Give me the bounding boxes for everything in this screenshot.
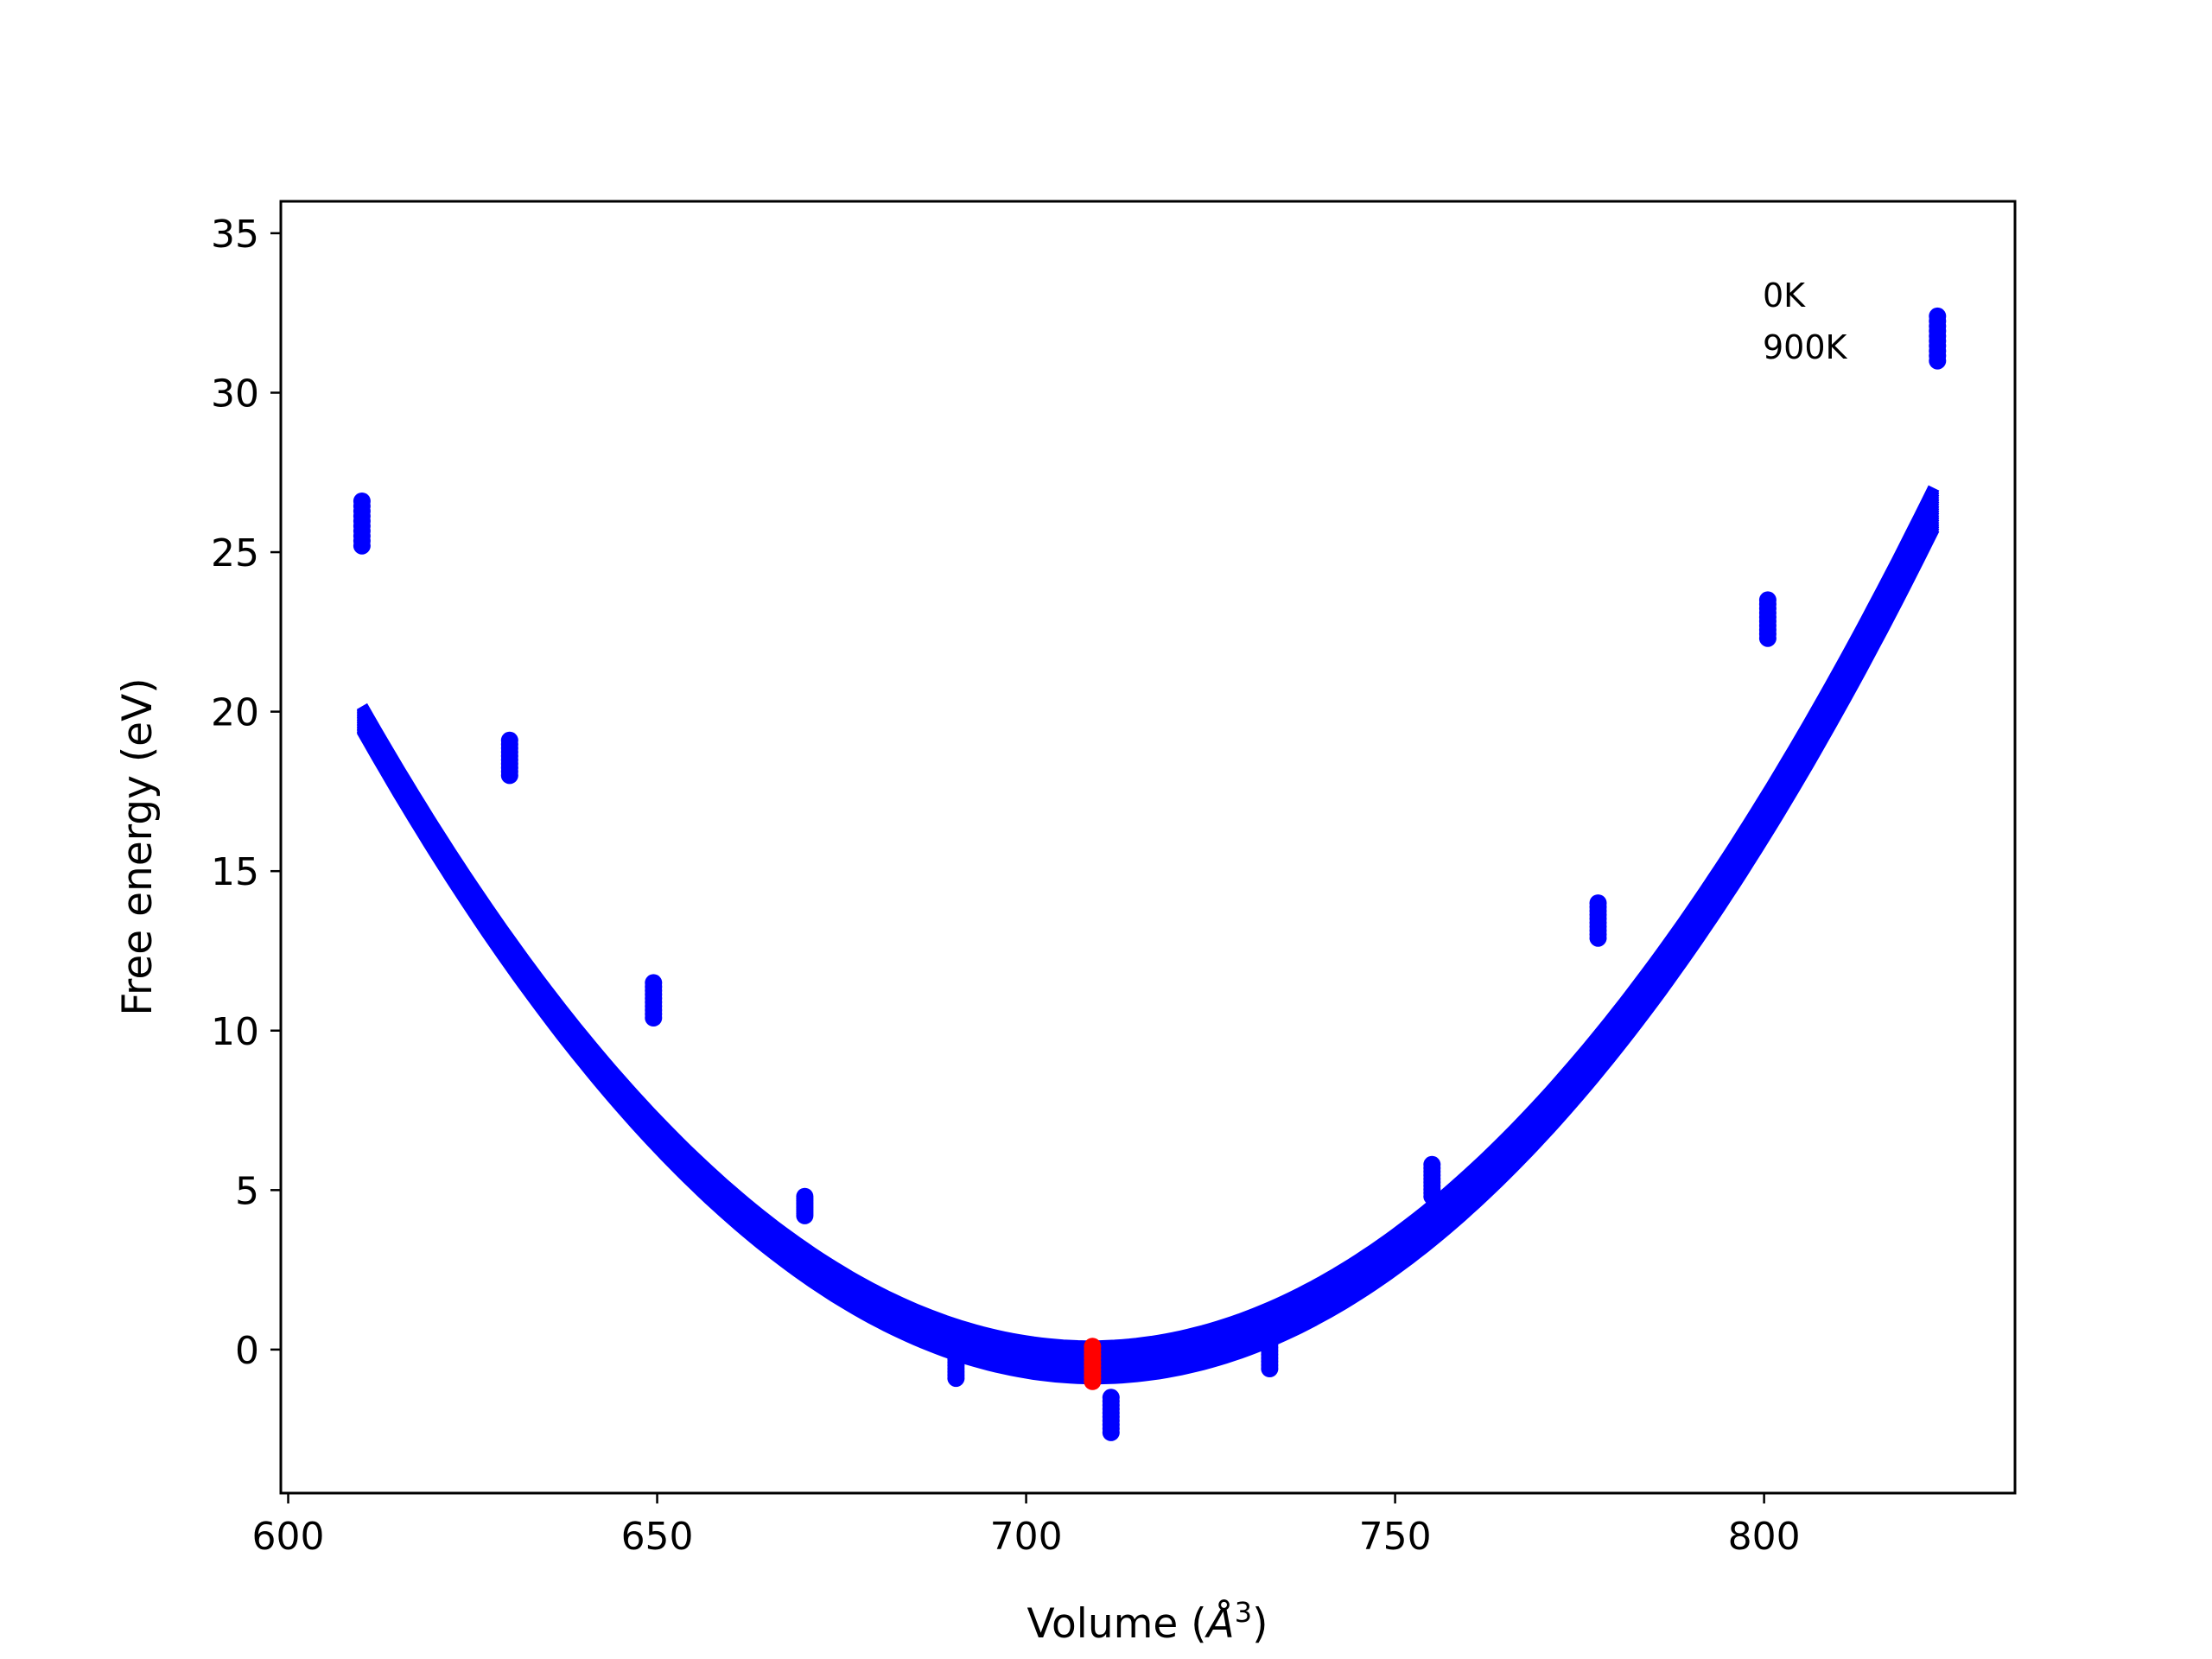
data-point bbox=[947, 1340, 965, 1358]
data-point bbox=[1261, 1328, 1279, 1346]
data-point bbox=[1589, 894, 1607, 912]
x-axis-label-text: Volume ( bbox=[1027, 1600, 1207, 1648]
data-point bbox=[645, 974, 663, 992]
x-tick-label: 600 bbox=[252, 1515, 325, 1559]
data-point bbox=[1929, 307, 1947, 325]
x-axis: 600 650 700 750 800 bbox=[252, 1493, 1801, 1559]
y-tick-label: 20 bbox=[211, 691, 259, 735]
fit-curve bbox=[356, 525, 1940, 1385]
y-tick-label: 5 bbox=[235, 1169, 259, 1213]
plot-frame bbox=[279, 200, 2017, 1495]
legend-entry: 900K bbox=[1763, 328, 1848, 366]
data-point bbox=[1102, 1389, 1120, 1407]
legend-entry: 0K bbox=[1763, 276, 1806, 315]
y-tick-label: 0 bbox=[235, 1329, 259, 1373]
y-axis: 0 5 10 15 20 25 30 35 bbox=[211, 213, 281, 1373]
x-tick-label: 650 bbox=[621, 1515, 694, 1559]
x-axis-label-symbol: Å bbox=[1205, 1600, 1235, 1648]
y-tick-label: 15 bbox=[211, 850, 259, 894]
plot-marks bbox=[353, 307, 1947, 1441]
x-tick-label: 800 bbox=[1728, 1515, 1801, 1559]
data-point bbox=[353, 493, 371, 510]
x-axis-label-exponent: 3 bbox=[1235, 1596, 1252, 1629]
x-axis-label: Volume (Å3) bbox=[1027, 1596, 1268, 1648]
x-tick-label: 750 bbox=[1359, 1515, 1432, 1559]
y-tick-label: 30 bbox=[211, 372, 259, 416]
x-tick-label: 700 bbox=[990, 1515, 1063, 1559]
data-point bbox=[796, 1187, 814, 1205]
x-axis-label-close: ) bbox=[1252, 1600, 1268, 1648]
y-tick-label: 35 bbox=[211, 213, 259, 257]
data-point bbox=[1423, 1155, 1441, 1173]
y-tick-label: 25 bbox=[211, 531, 259, 575]
data-point bbox=[1758, 591, 1777, 609]
y-axis-label: Free energy (eV) bbox=[114, 677, 162, 1015]
data-point bbox=[500, 731, 518, 749]
minimum-point bbox=[1084, 1338, 1102, 1356]
legend: 0K 900K bbox=[1763, 276, 1848, 366]
y-tick-label: 10 bbox=[211, 1010, 259, 1054]
fit-curve bbox=[356, 524, 1940, 1383]
